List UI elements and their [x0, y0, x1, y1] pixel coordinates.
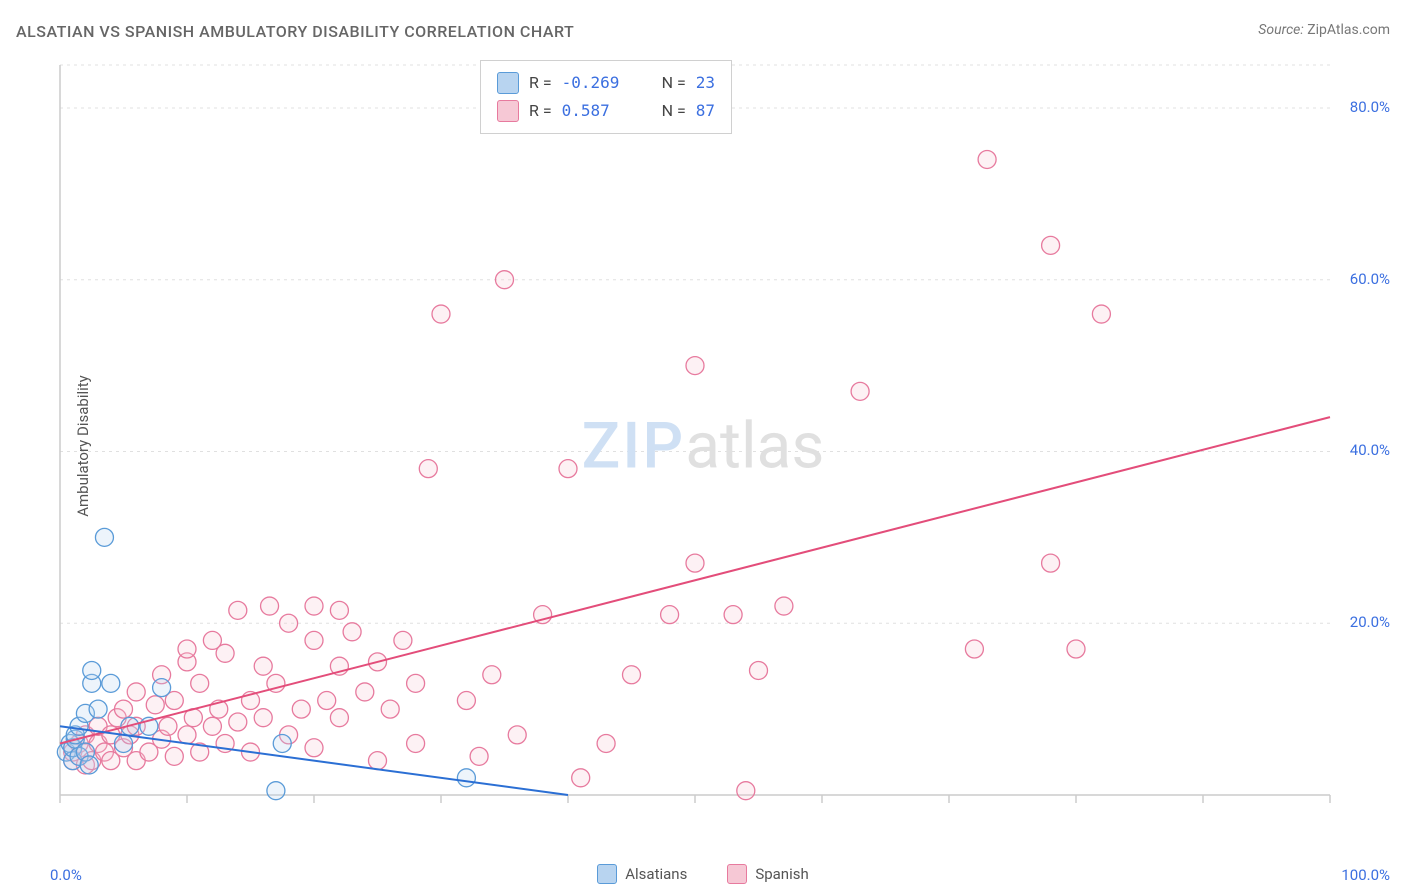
r-label: R =: [529, 97, 552, 125]
legend-item-alsatians: Alsatians: [597, 864, 687, 884]
swatch-spanish: [497, 100, 519, 122]
r-value-alsatians: -0.269: [562, 69, 652, 97]
swatch-spanish: [727, 864, 747, 884]
swatch-alsatians: [597, 864, 617, 884]
y-tick-label: 60.0%: [1350, 270, 1390, 288]
correlation-legend: R = -0.269 N = 23 R = 0.587 N = 87: [480, 60, 732, 134]
source-label: Source:: [1258, 22, 1303, 38]
plot-area: [50, 55, 1390, 835]
y-tick-label: 20.0%: [1350, 613, 1390, 631]
scatter-svg: [50, 55, 1390, 835]
legend-row-spanish: R = 0.587 N = 87: [497, 97, 715, 125]
legend-row-alsatians: R = -0.269 N = 23: [497, 69, 715, 97]
n-value-spanish: 87: [696, 97, 715, 125]
r-value-spanish: 0.587: [562, 97, 652, 125]
chart-title: ALSATIAN VS SPANISH AMBULATORY DISABILIT…: [16, 22, 574, 41]
y-tick-label: 40.0%: [1350, 441, 1390, 459]
n-label: N =: [662, 97, 686, 125]
series-legend: Alsatians Spanish: [0, 864, 1406, 884]
legend-item-spanish: Spanish: [727, 864, 808, 884]
source-value: ZipAtlas.com: [1307, 22, 1390, 38]
r-label: R =: [529, 69, 552, 97]
legend-label-spanish: Spanish: [755, 865, 808, 883]
legend-label-alsatians: Alsatians: [625, 865, 687, 883]
n-value-alsatians: 23: [696, 69, 715, 97]
source-attribution: Source: ZipAtlas.com: [1258, 22, 1390, 38]
y-tick-label: 80.0%: [1350, 98, 1390, 116]
n-label: N =: [662, 69, 686, 97]
swatch-alsatians: [497, 72, 519, 94]
